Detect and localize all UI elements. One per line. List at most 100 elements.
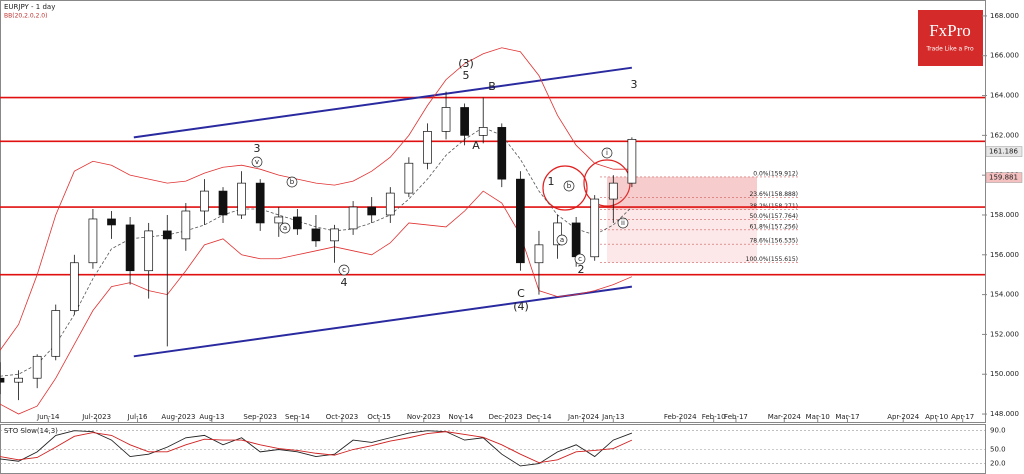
wave-circle <box>251 156 263 168</box>
bollinger-band <box>0 47 632 351</box>
y-tick-label: 154.000 <box>990 291 1019 299</box>
y-tick-label: 168.000 <box>990 12 1019 20</box>
fib-label: 100.0%(155.615) <box>746 256 798 263</box>
candle-body <box>348 206 358 230</box>
x-tick-label: Nov-14 <box>448 413 473 421</box>
wave-label: (3) <box>458 57 474 70</box>
candle-body <box>218 190 228 216</box>
candle-body <box>553 222 562 246</box>
wave-circle <box>617 217 629 229</box>
wave-circle <box>601 147 613 159</box>
candle-body <box>274 216 284 224</box>
plot-frame <box>0 0 986 423</box>
candle-body <box>423 131 432 164</box>
channel-line <box>133 285 633 358</box>
x-tick-label: Apr-17 <box>951 413 974 421</box>
x-tick-label: Feb-2024 <box>664 413 697 421</box>
wave-label: i <box>606 149 608 157</box>
candle-body <box>385 192 395 216</box>
channel-line <box>133 66 633 139</box>
x-tick-label: Nov-2023 <box>407 413 441 421</box>
wave-circle <box>279 222 291 234</box>
candle-body <box>14 377 23 383</box>
candle-body <box>200 190 209 212</box>
x-tick-label: Apr-2024 <box>887 413 920 421</box>
x-tick-label: Aug-2023 <box>161 413 195 421</box>
x-tick-label: Mar-17 <box>835 413 859 421</box>
y-tick-label: 20.0 <box>990 460 1006 468</box>
candle-body <box>608 182 618 200</box>
x-tick-label: Oct-2023 <box>326 413 358 421</box>
bollinger-band <box>0 190 633 415</box>
wave-label: C <box>517 287 525 300</box>
y-tick-label: 158.000 <box>990 211 1019 219</box>
candle-body <box>367 206 377 216</box>
x-tick-label: Jan-13 <box>601 413 624 421</box>
x-tick-label: Dec-14 <box>526 413 552 421</box>
candle-body <box>107 218 116 226</box>
candle-body <box>497 127 507 180</box>
candle-body <box>478 127 488 136</box>
y-tick-label: 90.0 <box>990 427 1006 435</box>
y-tick-label: 166.000 <box>990 52 1019 60</box>
wave-label: v <box>255 158 259 166</box>
candle-body <box>51 310 61 357</box>
wave-circle <box>286 176 298 188</box>
wave-circle <box>338 264 350 276</box>
candle-body <box>293 216 302 230</box>
fib-label: 50.0%(157.764) <box>749 213 798 220</box>
candle-body <box>460 107 469 136</box>
candle-body <box>88 218 98 264</box>
wave-label: 3 <box>631 78 638 91</box>
candle-body <box>181 210 191 240</box>
x-tick-label: Jan-2024 <box>567 413 600 421</box>
price-label: 159.881 <box>989 174 1018 182</box>
price-label-box <box>985 146 1023 157</box>
candle-body <box>571 222 581 258</box>
candle-body <box>125 224 135 272</box>
indicator-label: BB(20,2.0,2.0) <box>4 13 47 20</box>
x-tick-label: Oct-15 <box>367 413 391 421</box>
candle-body <box>534 244 544 264</box>
candle-body <box>330 228 339 242</box>
stochastic-line <box>0 430 633 467</box>
wave-label: b <box>290 178 295 186</box>
x-tick-label: Mar-10 <box>806 413 830 421</box>
fib-label: 78.6%(156.535) <box>749 238 798 245</box>
wave-label: 5 <box>463 69 470 82</box>
stochastic-line <box>0 431 633 464</box>
y-tick-label: 164.000 <box>990 92 1019 100</box>
x-tick-label: Jun-14 <box>36 413 60 421</box>
x-tick-label: Jul-16 <box>127 413 148 421</box>
candle-body <box>144 230 154 272</box>
fib-label: 0.0%(159.912) <box>753 170 798 177</box>
price-label-box <box>985 172 1023 183</box>
x-tick-label: Aug-13 <box>199 413 224 421</box>
wave-circle <box>563 180 575 192</box>
fib-label: 23.6%(158.888) <box>749 191 798 198</box>
logo-tagline: Trade Like a Pro <box>925 46 974 53</box>
wave-circle <box>574 253 586 265</box>
x-tick-label: Mar-2024 <box>768 413 802 421</box>
wave-label: 3 <box>254 142 261 155</box>
candle-body <box>255 182 265 224</box>
candle-body <box>516 178 525 264</box>
x-tick-label: Sep-14 <box>285 413 310 421</box>
wave-label: 4 <box>341 276 348 289</box>
y-tick-label: 148.000 <box>990 410 1019 418</box>
wave-label: B <box>488 80 496 93</box>
candle-body <box>441 107 451 132</box>
wave-label: A <box>472 139 480 152</box>
wave-label: b <box>567 182 572 190</box>
candle-body <box>237 182 246 216</box>
y-tick-label: 152.000 <box>990 330 1019 338</box>
wave-label: c <box>342 266 346 274</box>
candle-body <box>627 138 637 184</box>
x-tick-label: Sep-2023 <box>243 413 277 421</box>
y-tick-label: 162.000 <box>990 131 1019 139</box>
wave-label: 2 <box>578 263 585 276</box>
candle-body <box>162 230 172 240</box>
logo-box <box>918 10 983 66</box>
